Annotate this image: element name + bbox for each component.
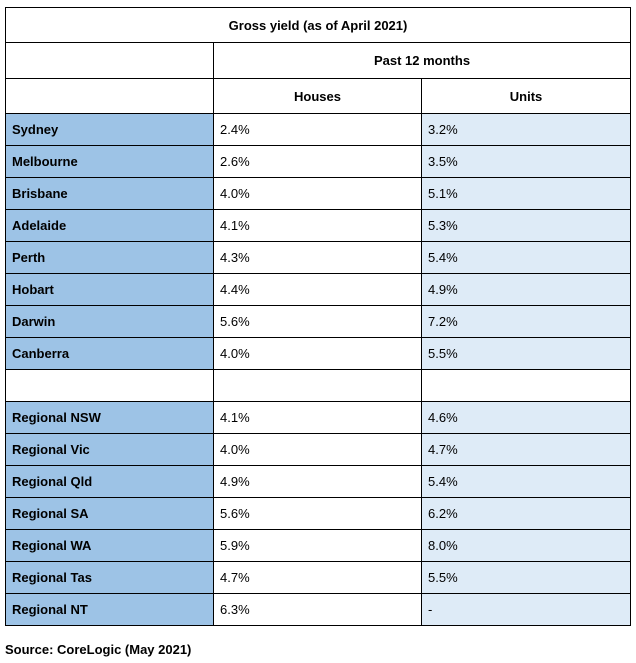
units-cell: 4.6% (420, 401, 632, 434)
empty-header-cell (5, 42, 214, 79)
region-cell: Darwin (5, 305, 214, 338)
table-row: Hobart 4.4% 4.9% (5, 273, 632, 306)
period-header: Past 12 months (212, 42, 632, 79)
houses-cell: 6.3% (213, 593, 422, 626)
houses-cell: 4.1% (213, 401, 422, 434)
units-cell: 4.9% (420, 273, 632, 306)
region-cell: Regional Vic (5, 433, 214, 466)
table-row: Adelaide 4.1% 5.3% (5, 209, 632, 242)
houses-cell: 2.4% (213, 113, 422, 146)
region-cell: Hobart (5, 273, 214, 306)
region-cell: Melbourne (5, 145, 214, 178)
region-cell: Sydney (5, 113, 214, 146)
table-row: Canberra 4.0% 5.5% (5, 337, 632, 370)
table-row: Regional NT 6.3% - (5, 593, 632, 626)
units-cell: 8.0% (420, 529, 632, 562)
units-cell: 3.5% (420, 145, 632, 178)
region-cell: Regional NT (5, 593, 214, 626)
houses-cell: 4.0% (213, 433, 422, 466)
units-cell: 5.3% (420, 209, 632, 242)
column-header-units: Units (420, 78, 632, 114)
region-cell: Regional Tas (5, 561, 214, 594)
houses-cell: 4.0% (213, 177, 422, 210)
region-cell: Regional WA (5, 529, 214, 562)
empty-header-cell (5, 78, 214, 114)
table-row: Regional SA 5.6% 6.2% (5, 497, 632, 530)
spacer-cell (213, 369, 422, 402)
region-cell: Regional SA (5, 497, 214, 530)
period-row: Past 12 months (5, 42, 632, 79)
source-note: Source: CoreLogic (May 2021) (5, 642, 192, 657)
units-cell: 4.7% (420, 433, 632, 466)
region-cell: Perth (5, 241, 214, 274)
column-header-houses: Houses (213, 78, 422, 114)
units-cell: - (420, 593, 632, 626)
region-cell: Brisbane (5, 177, 214, 210)
table-row: Regional Tas 4.7% 5.5% (5, 561, 632, 594)
units-cell: 3.2% (420, 113, 632, 146)
units-cell: 5.5% (420, 337, 632, 370)
title-row: Gross yield (as of April 2021) (4, 7, 632, 43)
gross-yield-table: Gross yield (as of April 2021) Past 12 m… (4, 7, 632, 626)
houses-cell: 5.6% (213, 497, 422, 530)
houses-cell: 4.9% (213, 465, 422, 498)
region-cell: Canberra (5, 337, 214, 370)
table-title: Gross yield (as of April 2021) (4, 7, 632, 43)
spacer-cell (420, 369, 632, 402)
table-row: Regional Vic 4.0% 4.7% (5, 433, 632, 466)
houses-cell: 5.9% (213, 529, 422, 562)
spacer-row (5, 369, 632, 402)
houses-cell: 4.0% (213, 337, 422, 370)
region-cell: Adelaide (5, 209, 214, 242)
houses-cell: 4.3% (213, 241, 422, 274)
table-row: Perth 4.3% 5.4% (5, 241, 632, 274)
units-cell: 5.1% (420, 177, 632, 210)
houses-cell: 2.6% (213, 145, 422, 178)
region-cell: Regional Qld (5, 465, 214, 498)
table-row: Darwin 5.6% 7.2% (5, 305, 632, 338)
column-header-row: Houses Units (5, 78, 632, 114)
table-row: Sydney 2.4% 3.2% (5, 113, 632, 146)
units-cell: 5.4% (420, 241, 632, 274)
table-row: Regional Qld 4.9% 5.4% (5, 465, 632, 498)
units-cell: 6.2% (420, 497, 632, 530)
houses-cell: 4.4% (213, 273, 422, 306)
units-cell: 5.5% (420, 561, 632, 594)
houses-cell: 4.1% (213, 209, 422, 242)
table-body: Gross yield (as of April 2021) Past 12 m… (4, 7, 632, 626)
units-cell: 5.4% (420, 465, 632, 498)
region-cell: Regional NSW (5, 401, 214, 434)
table-row: Melbourne 2.6% 3.5% (5, 145, 632, 178)
units-cell: 7.2% (420, 305, 632, 338)
table-row: Regional WA 5.9% 8.0% (5, 529, 632, 562)
table-row: Regional NSW 4.1% 4.6% (5, 401, 632, 434)
table-row: Brisbane 4.0% 5.1% (5, 177, 632, 210)
spacer-cell (5, 369, 214, 402)
houses-cell: 4.7% (213, 561, 422, 594)
houses-cell: 5.6% (213, 305, 422, 338)
